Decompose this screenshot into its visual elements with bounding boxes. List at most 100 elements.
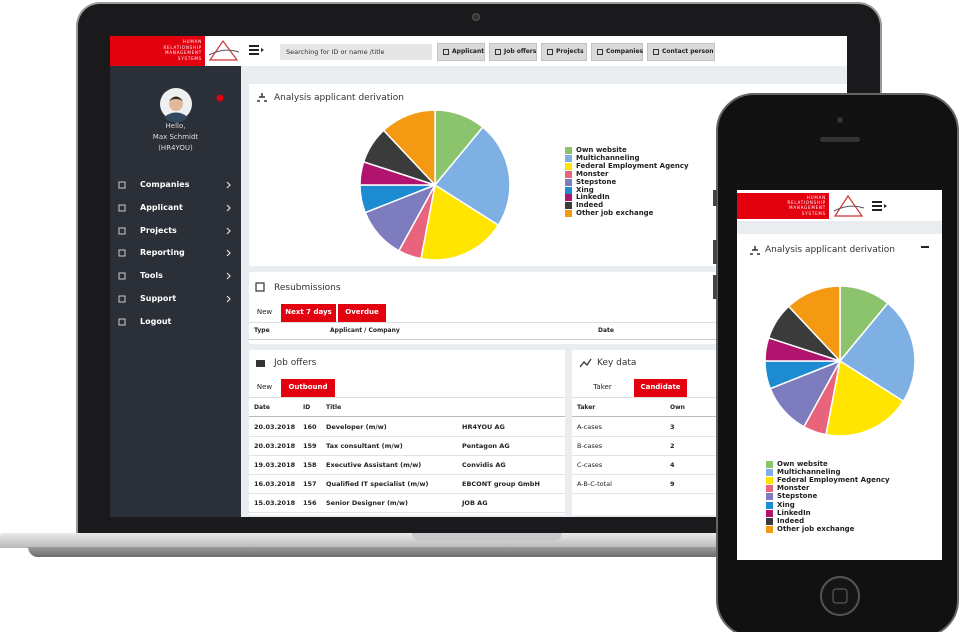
legend-label: Xing [777,500,795,509]
logo-text: SYSTEMS [801,210,826,216]
nav-button[interactable] [591,43,643,61]
menu-icon [118,272,126,280]
pie-slice [838,302,916,403]
legend-swatch [766,501,773,509]
menu-item[interactable]: Applicant [140,203,183,212]
tab-label[interactable]: Overdue [345,308,379,316]
legend-label: Other job exchange [777,524,855,533]
logo-text: RELATIONSHIP [787,200,826,206]
tab-label[interactable]: New [256,383,273,391]
pie-slice [433,126,511,227]
legend-label: LinkedIn [777,508,811,517]
table-cell: A-B-C-total [577,480,612,488]
nav-label[interactable]: Applicant [452,48,485,55]
logo-text: RELATIONSHIP [163,44,202,50]
phone-camera [837,117,843,123]
logo-area [110,36,205,66]
nav-label[interactable]: Job offers [504,48,537,55]
card-icon [257,93,267,102]
legend-swatch [766,493,773,501]
table-cell: 16.03.2018 [254,480,296,488]
nav-label[interactable]: Contact person [662,48,714,55]
table-cell: 4 [670,461,675,469]
tab-label[interactable]: Outbound [288,383,328,391]
legend-swatch [565,147,572,154]
card-icon [579,358,592,368]
logo-text: HUMAN [182,39,202,44]
menu-icon [118,181,126,189]
table-cell: Convidis AG [462,461,506,469]
nav-label[interactable]: Companies [606,48,644,55]
phone-button [713,240,717,264]
tab[interactable] [575,379,630,397]
tab[interactable] [338,304,386,322]
legend-label: Stepstone [777,492,818,501]
divider [572,397,847,398]
nav-button[interactable] [541,43,587,61]
table-cell: Developer (m/w) [326,423,387,431]
menu-item[interactable]: Reporting [140,248,185,257]
menu-chevron [226,295,231,303]
row-divider [249,474,565,475]
column-header: Applicant / Company [330,327,400,334]
search-placeholder: Searching for ID or name /title [286,48,385,56]
menu-item[interactable]: Companies [140,180,190,189]
card-icon [750,246,760,255]
table-cell: Qualified IT specialist (m/w) [326,480,429,488]
tab[interactable] [281,304,336,322]
menu-chevron [226,181,231,189]
table-cell: 20.03.2018 [254,442,296,450]
table-cell: Pentagon AG [462,442,510,450]
nav-label[interactable]: Projects [556,48,584,55]
tab-label[interactable]: New [256,308,273,316]
table-cell: 3 [670,423,675,431]
tab-label[interactable]: Next 7 days [285,308,332,316]
column-header: Type [254,327,270,334]
menu-chevron [226,227,231,235]
nav-button[interactable] [489,43,537,61]
card-title: Job offers [274,358,317,368]
job-offers-card [249,350,565,515]
menu-item[interactable]: Logout [140,317,172,326]
camera [472,13,480,21]
chart-title: Analysis applicant derivation [274,93,404,103]
menu-item[interactable]: Tools [140,271,163,280]
menu-item[interactable]: Projects [140,226,177,235]
divider [249,416,565,417]
table-cell: Tax consultant (m/w) [326,442,403,450]
tab-label[interactable]: Taker [593,383,612,391]
legend-label: Own website [576,146,627,154]
column-header: ID [303,404,311,411]
legend-label: Stepstone [576,177,617,186]
search [280,44,432,60]
status-dot [216,94,224,102]
menu-chevron [226,272,231,280]
tab[interactable] [249,304,280,322]
legend-swatch [766,461,773,468]
tab-label[interactable]: Candidate [640,383,681,391]
base-bottom [28,547,908,557]
legend-label: Federal Employment Agency [777,476,890,485]
table-cell: 15.03.2018 [254,499,296,507]
legend-label: LinkedIn [576,193,610,202]
tab[interactable] [281,379,335,397]
nav-button[interactable] [437,43,485,61]
tab[interactable] [249,379,280,397]
phone-button [713,190,717,206]
nav-icon [653,49,659,55]
legend-swatch [766,517,773,525]
pie-slice [825,359,905,437]
menu-icon [118,227,126,235]
phone-home [820,576,860,616]
logo-swoosh [208,49,240,56]
phone-speaker [820,137,860,142]
table-cell: 20.03.2018 [254,423,296,431]
nav-button[interactable] [647,43,715,61]
menu-item[interactable]: Support [140,294,177,303]
legend-label: Indeed [777,516,805,525]
divider [249,322,847,323]
tab[interactable] [634,379,687,397]
